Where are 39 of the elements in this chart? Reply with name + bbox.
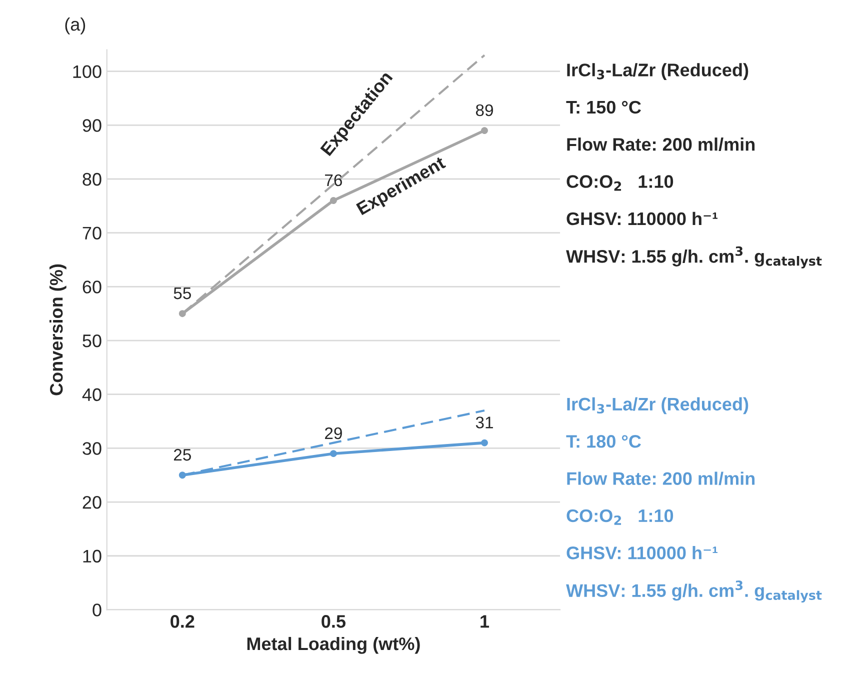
text: GHSV: 110000 h⁻¹ (566, 546, 718, 560)
y-tick-label: 20 (82, 496, 102, 509)
x-tick-label: 1 (480, 615, 490, 628)
text: Flow Rate: 200 ml/min (567, 138, 755, 151)
y-axis-title: Conversion (%) (50, 264, 66, 396)
y-tick-label: 10 (83, 550, 102, 563)
data-label: 29 (325, 427, 342, 440)
text: CO:O$_{2}$ 1:10 (566, 175, 674, 191)
point (330, 197, 337, 204)
text: GHSV: 110000 h⁻¹ (566, 212, 718, 226)
text: T: 150 °C (566, 100, 641, 114)
text: CO:O$_{2}$ 1:10 (566, 509, 674, 525)
point (481, 439, 488, 446)
y-tick-label: 60 (82, 280, 102, 294)
text: WHSV: 1.55 g/h. cm$^{3}$. g$_{catalyst}$ (566, 580, 822, 603)
y-tick-label: 80 (82, 172, 102, 186)
text: IrCl$_{3}$-La/Zr (Reduced) (567, 63, 748, 80)
y-tick-label: 100 (73, 65, 102, 78)
y-tick-label: 70 (82, 226, 102, 240)
y-tick-label: 40 (82, 388, 102, 402)
x-axis-title: Metal Loading (wt%) (247, 636, 420, 654)
y-tick-label: 50 (82, 334, 102, 348)
text: Flow Rate: 200 ml/min (567, 472, 755, 486)
point (481, 127, 488, 134)
text: IrCl$_{3}$-La/Zr (Reduced) (567, 397, 748, 414)
data-label: 25 (174, 448, 191, 461)
text: T: 180 °C (566, 435, 641, 448)
data-label: 89 (476, 104, 493, 116)
y-tick-label: 30 (82, 442, 102, 455)
y-tick-label: 0 (92, 604, 102, 616)
data-label: 76 (325, 174, 342, 186)
data-label: 31 (476, 416, 493, 428)
x-tick-label: 0.5 (322, 615, 346, 628)
text: (a) (65, 18, 86, 34)
data-label: 55 (174, 288, 191, 300)
text: WHSV: 1.55 g/h. cm$^{3}$. g$_{catalyst}$ (566, 246, 822, 268)
point (330, 450, 337, 458)
y-tick-label: 90 (82, 119, 102, 132)
x-tick-label: 0.2 (170, 615, 194, 628)
